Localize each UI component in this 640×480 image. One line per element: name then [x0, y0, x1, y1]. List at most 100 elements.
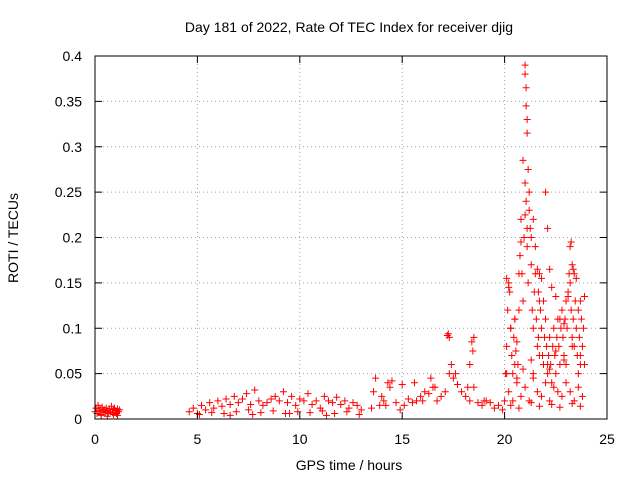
data-point: [515, 404, 523, 412]
data-point: [540, 297, 548, 305]
data-point: [116, 406, 124, 414]
data-point: [337, 400, 345, 408]
data-point: [444, 330, 452, 338]
data-point: [267, 395, 275, 403]
data-point: [534, 333, 542, 341]
data-point: [421, 388, 429, 396]
data-point: [507, 324, 515, 332]
data-point: [577, 315, 585, 323]
data-point: [527, 356, 535, 364]
data-point: [509, 370, 517, 378]
data-point: [543, 342, 551, 350]
data-point: [202, 406, 210, 414]
data-point: [507, 401, 515, 409]
data-point: [531, 243, 539, 251]
data-point: [388, 377, 396, 385]
data-point: [284, 399, 292, 407]
data-point: [537, 274, 545, 282]
data-point: [480, 397, 488, 405]
data-point: [300, 397, 308, 405]
data-point: [255, 397, 263, 405]
data-point: [576, 351, 584, 359]
data-point: [570, 270, 578, 278]
data-point: [558, 392, 566, 400]
data-point: [494, 401, 502, 409]
data-point: [474, 399, 482, 407]
data-point: [308, 400, 316, 408]
y-tick-label: 0.1: [63, 320, 83, 336]
data-point: [226, 400, 234, 408]
data-point: [304, 390, 312, 398]
data-point: [527, 399, 535, 407]
data-point: [226, 411, 234, 419]
data-point: [466, 397, 474, 405]
data-point: [451, 370, 459, 378]
data-point: [222, 395, 230, 403]
data-point: [185, 408, 193, 416]
data-point: [576, 297, 584, 305]
data-point: [532, 315, 540, 323]
data-point: [569, 315, 577, 323]
data-point: [445, 370, 453, 378]
data-point: [355, 410, 363, 418]
data-point: [400, 401, 408, 409]
data-point: [247, 400, 255, 408]
data-point: [537, 392, 545, 400]
data-point: [503, 342, 511, 350]
data-point: [550, 324, 558, 332]
data-point: [568, 400, 576, 408]
data-point: [568, 261, 576, 269]
data-point: [441, 388, 449, 396]
data-point: [546, 365, 554, 373]
data-point: [554, 388, 562, 396]
data-point: [522, 197, 530, 205]
data-point: [437, 392, 445, 400]
data-point: [522, 84, 530, 92]
data-point: [345, 404, 353, 412]
data-point: [566, 243, 574, 251]
data-point: [398, 381, 406, 389]
data-point: [519, 297, 527, 305]
data-point: [520, 234, 528, 241]
data-point: [544, 370, 552, 378]
data-point: [470, 383, 478, 391]
y-tick-label: 0.3: [63, 139, 83, 155]
data-point: [566, 388, 574, 396]
data-point: [542, 188, 550, 196]
data-point: [568, 333, 576, 341]
data-point: [97, 411, 105, 419]
data-point: [417, 392, 425, 400]
data-point: [508, 351, 516, 359]
data-point: [556, 361, 564, 369]
data-point: [557, 324, 565, 332]
data-point: [525, 188, 533, 196]
x-axis-label: GPS time / hours: [296, 457, 403, 473]
data-point: [292, 401, 300, 409]
data-point: [322, 411, 330, 419]
data-point: [503, 274, 511, 282]
data-point: [245, 406, 253, 414]
data-point: [286, 410, 294, 418]
data-point: [232, 408, 240, 416]
data-point: [427, 374, 435, 382]
y-tick-label: 0.15: [55, 275, 82, 291]
data-point: [535, 402, 543, 410]
data-point: [517, 392, 525, 400]
x-tick-label: 25: [599, 431, 615, 447]
data-point: [579, 324, 587, 332]
x-tick-label: 5: [194, 431, 202, 447]
data-point: [404, 395, 412, 403]
data-point: [376, 401, 384, 409]
data-point: [524, 165, 532, 173]
data-point: [419, 397, 427, 405]
data-point: [562, 297, 570, 305]
data-point: [521, 70, 529, 78]
x-axis-ticks: 0 5 10 15 20 25: [91, 56, 615, 447]
data-point: [511, 361, 519, 369]
y-tick-label: 0.4: [63, 48, 83, 64]
data-point: [546, 333, 554, 341]
data-point: [551, 351, 559, 359]
data-point: [572, 324, 580, 332]
data-point: [505, 283, 513, 291]
data-points: [91, 61, 588, 420]
